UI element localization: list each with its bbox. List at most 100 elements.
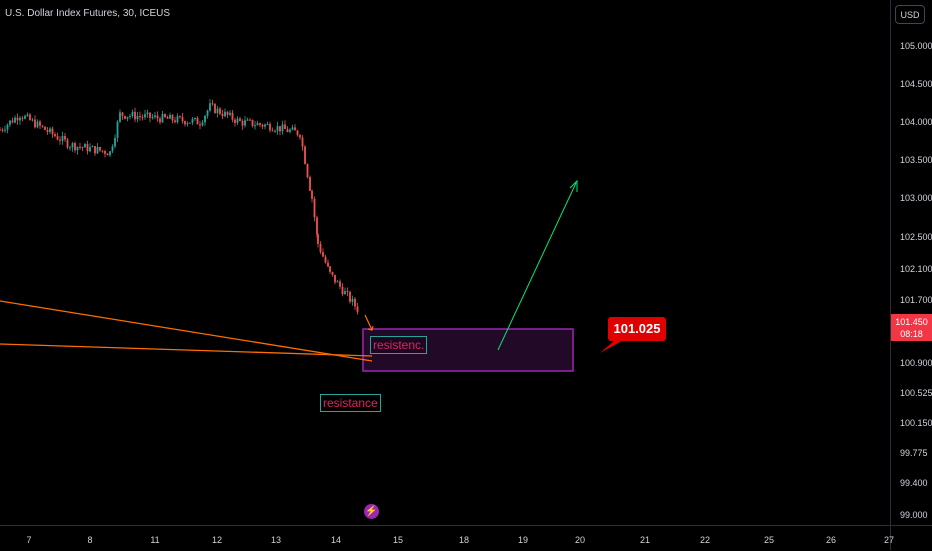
time-tick: 7	[26, 535, 32, 545]
candlestick-series	[0, 98, 359, 315]
candle-body	[184, 121, 186, 125]
candle-body	[329, 266, 331, 272]
trendline-upper[interactable]	[0, 300, 373, 362]
time-tick: 8	[87, 535, 93, 545]
candle-body	[159, 118, 161, 123]
candle-body	[51, 128, 54, 135]
candle-body	[294, 127, 296, 131]
candle-body	[29, 114, 31, 121]
candle-body	[224, 111, 226, 117]
candle-body	[4, 129, 6, 131]
candle-body	[317, 234, 319, 244]
price-tick: 99.775	[900, 448, 928, 458]
candle-body	[56, 136, 59, 140]
price-tick: 102.500	[900, 232, 932, 242]
candle-body	[331, 271, 334, 275]
callout-pointer	[600, 341, 622, 353]
candle-body	[11, 120, 14, 123]
candle-body	[234, 119, 236, 123]
candle-body	[299, 135, 301, 138]
chart-plot-area[interactable]	[0, 0, 890, 525]
countdown-timer: 08:18	[900, 329, 923, 339]
candle-body	[194, 117, 196, 120]
candle-body	[264, 124, 266, 127]
time-axis[interactable]: 7 8 11 12 13 14 15 18 19 20 21 22 25 26 27	[0, 525, 932, 551]
candle-body	[199, 124, 201, 126]
candle-body	[156, 115, 159, 119]
candle-body	[246, 119, 249, 121]
candle-body	[106, 153, 109, 156]
candle-body	[144, 114, 146, 118]
candle-body	[121, 112, 124, 116]
candle-body	[134, 111, 136, 120]
candle-body	[119, 112, 121, 122]
candle-body	[196, 117, 199, 125]
price-axis[interactable]: 105.000 104.500 104.000 103.500 103.000 102.5…	[890, 0, 932, 550]
candle-body	[141, 116, 144, 118]
candle-body	[221, 113, 224, 117]
candle-body	[236, 118, 239, 123]
candle-body	[76, 146, 79, 151]
candle-body	[91, 146, 94, 148]
candle-body	[214, 103, 216, 114]
candle-body	[149, 112, 151, 118]
candle-body	[171, 114, 174, 121]
candle-body	[44, 126, 46, 131]
candle-body	[216, 108, 219, 114]
price-tick: 104.000	[900, 117, 932, 127]
time-tick: 26	[825, 535, 837, 545]
candle-body	[21, 117, 24, 119]
projection-arrow[interactable]	[497, 182, 577, 351]
candle-body	[241, 120, 244, 126]
resistance-note[interactable]: resistance	[320, 394, 381, 412]
candle-body	[259, 123, 261, 125]
candle-body	[181, 117, 184, 122]
candle-body	[316, 217, 318, 235]
lightning-icon[interactable]: ⚡	[364, 504, 379, 519]
candle-body	[189, 122, 191, 124]
candle-body	[39, 121, 41, 126]
currency-button[interactable]: USD	[895, 5, 925, 24]
time-tick: 20	[574, 535, 586, 545]
time-tick: 19	[517, 535, 529, 545]
candle-body	[296, 130, 299, 136]
time-tick: 18	[458, 535, 470, 545]
candle-body	[14, 117, 16, 123]
candle-body	[276, 126, 279, 131]
trendline-lower[interactable]	[0, 343, 373, 357]
candle-body	[351, 298, 354, 302]
candle-body	[226, 111, 229, 115]
small-orange-arrow[interactable]	[364, 314, 374, 331]
candle-body	[6, 124, 9, 130]
candle-body	[41, 125, 44, 127]
candle-body	[313, 198, 316, 218]
candle-body	[266, 124, 269, 126]
price-callout[interactable]: 101.025	[608, 317, 666, 341]
candle-body	[191, 119, 194, 123]
candle-body	[356, 306, 359, 312]
candle-body	[61, 135, 64, 141]
candle-body	[101, 150, 104, 152]
candle-body	[89, 147, 91, 152]
candle-body	[19, 117, 21, 121]
candle-body	[161, 113, 164, 123]
time-tick: 14	[330, 535, 342, 545]
candle-body	[334, 274, 336, 283]
candle-body	[166, 117, 169, 119]
candle-body	[186, 123, 189, 125]
last-price-value: 101.450	[895, 317, 928, 327]
candle-body	[309, 177, 311, 191]
candle-body	[304, 146, 306, 165]
candle-body	[349, 291, 351, 302]
candle-body	[86, 144, 89, 152]
candle-body	[169, 114, 171, 119]
candle-body	[49, 128, 51, 132]
resistenc-note[interactable]: resistenc.	[370, 336, 428, 354]
candle-body	[16, 117, 19, 121]
candle-body	[36, 121, 39, 128]
last-price-tag: 101.450 08:18	[891, 314, 932, 341]
time-tick: 11	[150, 535, 160, 545]
candle-body	[311, 190, 313, 199]
candle-body	[0, 129, 1, 131]
candle-body	[327, 262, 329, 267]
